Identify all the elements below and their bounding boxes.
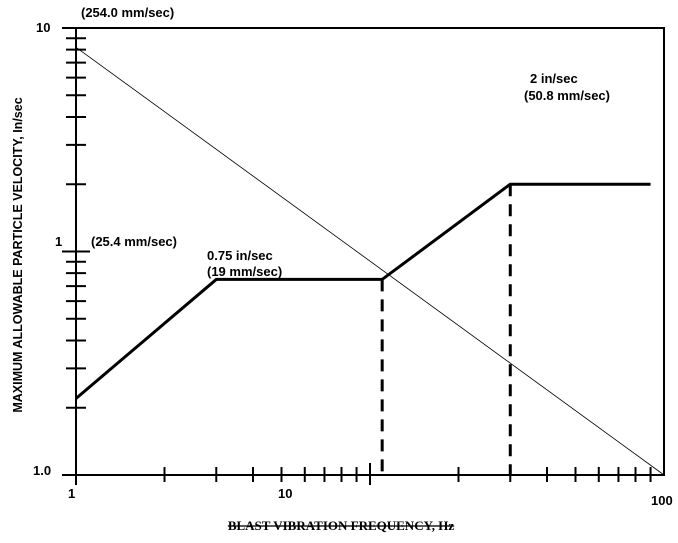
annotation-plateau1-line1: 0.75 in/sec bbox=[207, 248, 273, 263]
x-axis-label: BLAST VIBRATION FREQUENCY, Hz bbox=[228, 518, 455, 533]
annotation-plateau1-line2: (19 mm/sec) bbox=[207, 264, 282, 279]
annotation-plateau2-line2: (50.8 mm/sec) bbox=[524, 88, 610, 103]
y-tick-label-bottom: 1.0 bbox=[33, 463, 51, 478]
annotation-mid-mm: (25.4 mm/sec) bbox=[91, 234, 177, 249]
y-tick-label-10: 10 bbox=[36, 20, 50, 35]
y-tick-label-1: 1 bbox=[55, 234, 62, 249]
series-group bbox=[75, 182, 651, 400]
series-line bbox=[75, 182, 651, 400]
y-axis-label: MAXIMUM ALLOWABLE PARTICLE VELOCITY, In/… bbox=[11, 97, 25, 412]
x-tick-label-100: 100 bbox=[651, 493, 673, 508]
annotation-plateau2-line1: 2 in/sec bbox=[530, 71, 578, 86]
reference-line-group bbox=[75, 46, 665, 476]
x-tick-label-1: 1 bbox=[68, 486, 75, 501]
annotation-top-mm: (254.0 mm/sec) bbox=[81, 5, 174, 20]
dashed-lines bbox=[380, 184, 512, 475]
x-tick-label-10: 10 bbox=[278, 486, 292, 501]
reference-line bbox=[75, 46, 665, 476]
